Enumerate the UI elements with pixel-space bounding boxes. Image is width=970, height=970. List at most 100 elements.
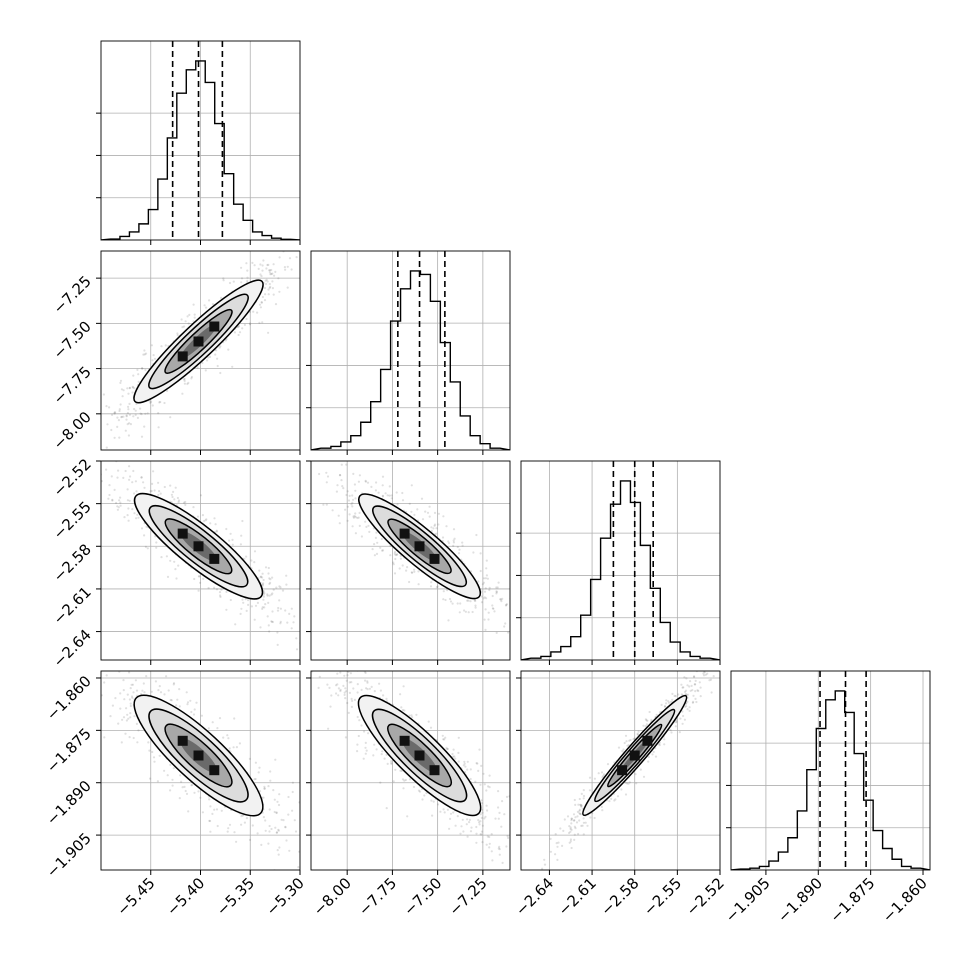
scatter-point [457,552,461,555]
scatter-point [266,615,269,618]
scatter-point [462,764,465,767]
scatter-point [267,842,270,845]
scatter-point [157,426,160,429]
scatter-point [209,355,212,358]
scatter-point [442,598,445,601]
scatter-point [665,699,668,702]
scatter-point [137,516,140,519]
scatter-point [120,741,123,744]
scatter-point [310,236,312,238]
scatter-point [352,515,355,518]
scatter-point [709,678,713,681]
scatter-point [261,606,264,609]
scatter-point [677,693,680,696]
scatter-point [267,624,270,627]
scatter-point [150,690,153,693]
scatter-point [702,674,706,677]
scatter-point [684,689,688,692]
x-tick-label: −7.50 [400,874,445,919]
scatter-point [485,789,488,792]
scatter-point [201,811,204,814]
scatter-point [632,738,635,741]
scatter-point [420,497,424,500]
scatter-point [485,559,488,562]
scatter-point [149,777,152,780]
scatter-point [308,855,310,857]
scatter-point [106,423,109,426]
scatter-point [421,518,425,521]
scatter-point [222,277,225,280]
scatter-point [302,269,304,271]
scatter-point [272,263,275,266]
scatter-point [174,568,177,571]
scatter-point [573,825,577,828]
scatter-point [142,682,145,685]
scatter-point [225,590,228,594]
scatter-point [399,554,402,558]
scatter-point [233,331,236,334]
scatter-point [155,541,158,544]
scatter-point [172,767,175,770]
scatter-point [240,281,243,284]
scatter-point [284,825,287,829]
x-tick-label: −1.860 [879,874,931,926]
scatter-point [683,718,687,721]
scatter-point [439,810,442,813]
scatter-point [442,590,445,593]
x-tick-label: −5.40 [163,874,208,919]
scatter-point [471,610,474,614]
scatter-point [384,492,387,495]
scatter-point [184,503,187,506]
scatter-point [406,815,409,818]
density-peak-cell [193,750,204,761]
y-tick-label: −2.55 [50,498,95,543]
scatter-point [635,782,638,785]
scatter-point [350,697,353,701]
scatter-point [430,529,433,533]
scatter-point [410,714,413,717]
scatter-point [469,830,473,833]
scatter-point [429,726,433,729]
scatter-point [633,737,636,740]
scatter-point [426,511,430,514]
scatter-point [478,823,481,826]
scatter-point [443,738,446,741]
scatter-point [240,266,243,269]
scatter-point [497,847,500,850]
scatter-point [576,815,579,818]
scatter-point [290,242,292,244]
scatter-point [505,603,508,607]
scatter-point [120,416,123,419]
scatter-point [435,532,438,535]
scatter-point [708,679,711,682]
scatter-point [105,674,108,677]
scatter-point [486,577,489,580]
scatter-point [144,545,147,549]
scatter-point [272,293,275,296]
scatter-point [317,232,319,234]
scatter-point [511,775,513,777]
scatter-point [466,818,469,821]
scatter-point [282,613,284,615]
scatter-point [463,760,466,763]
scatter-point [394,768,397,771]
scatter-point [602,774,605,778]
scatter-point [262,259,265,262]
scatter-point [70,457,72,459]
scatter-point [134,679,137,682]
scatter-point [468,818,471,822]
scatter-point [501,800,504,803]
scatter-point [151,404,154,407]
scatter-point [626,744,629,747]
scatter-point [264,566,268,569]
scatter-point [139,407,142,410]
scatter-point [276,849,279,852]
scatter-point [477,769,480,773]
scatter-point [176,698,179,701]
scatter-point [181,786,184,789]
scatter-point [673,694,676,698]
scatter-point [270,268,273,272]
scatter-point [482,772,485,775]
scatter-point [200,714,203,717]
scatter-point [277,277,280,280]
